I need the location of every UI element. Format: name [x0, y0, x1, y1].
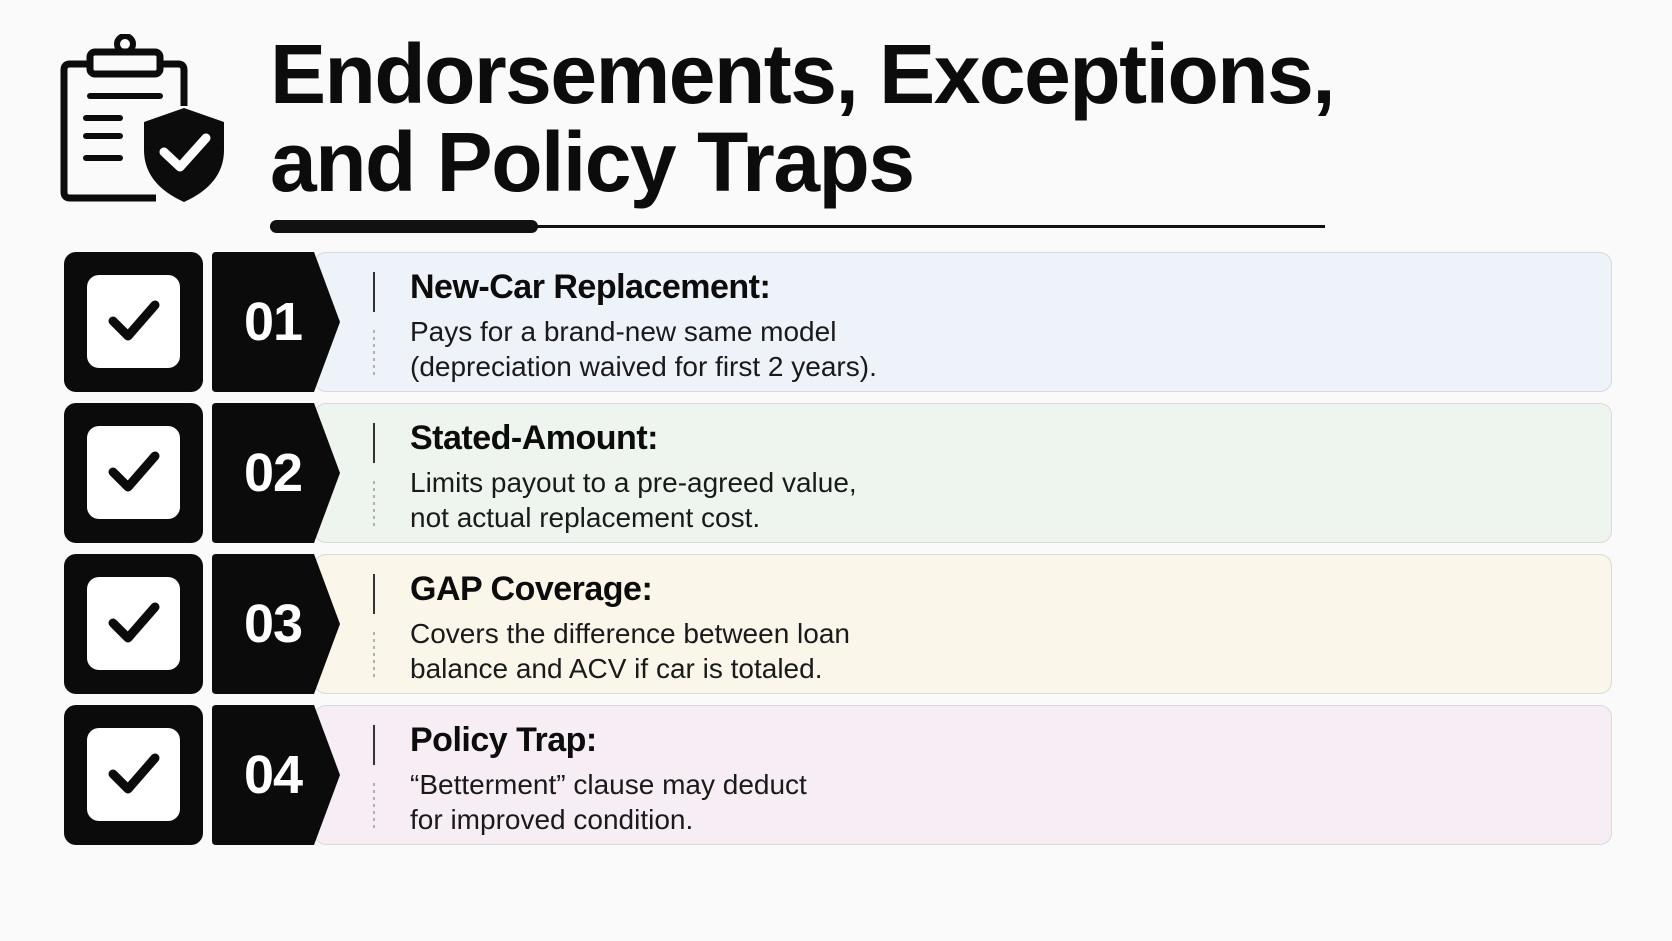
item-description-line-2: balance and ACV if car is totaled. — [410, 653, 823, 684]
list-item-policy-trap: 04 Policy Trap: “Betterment” clause may … — [64, 705, 1612, 845]
icon-badge: $ — [1376, 403, 1552, 541]
item-description: “Betterment” clause may deduct for impro… — [410, 767, 1110, 837]
number-tag — [212, 403, 340, 543]
item-card — [314, 705, 1612, 845]
page-title-line-2: and Policy Traps — [270, 115, 915, 209]
item-card — [314, 554, 1612, 694]
icon-badge: $ — [1376, 554, 1552, 692]
item-number: 02 — [243, 443, 303, 503]
separator — [373, 574, 375, 678]
item-title: GAP Coverage: — [410, 570, 653, 608]
title-underline-thin — [270, 225, 1325, 228]
icon-badge — [1376, 705, 1552, 843]
item-number: 04 — [243, 745, 303, 805]
checkmark-icon — [87, 577, 180, 670]
item-card — [314, 252, 1612, 392]
item-description-line-2: for improved condition. — [410, 804, 694, 835]
item-description-line-1: Covers the difference between loan — [410, 618, 850, 649]
item-description: Pays for a brand-new same model (depreci… — [410, 314, 1110, 384]
checkmark-icon — [87, 426, 180, 519]
checkbox[interactable] — [64, 705, 203, 845]
title-underline-accent — [270, 220, 538, 233]
item-title: New-Car Replacement: — [410, 268, 771, 306]
checkbox[interactable] — [64, 403, 203, 543]
page-title-line-1: Endorsements, Exceptions, — [270, 27, 1336, 121]
icon-badge — [1376, 252, 1552, 390]
item-title: Policy Trap: — [410, 721, 597, 759]
separator — [373, 423, 375, 527]
item-description-line-1: Limits payout to a pre-agreed value, — [410, 467, 857, 498]
number-tag — [212, 554, 340, 694]
list-item-gap-coverage: 03 GAP Coverage: Covers the difference b… — [64, 554, 1612, 694]
item-title: Stated-Amount: — [410, 419, 658, 457]
item-description: Limits payout to a pre-agreed value, not… — [410, 465, 1110, 535]
number-tag — [212, 252, 340, 392]
item-description-line-1: Pays for a brand-new same model — [410, 316, 837, 347]
separator — [373, 725, 375, 829]
checkbox[interactable] — [64, 252, 203, 392]
item-description: Covers the difference between loan balan… — [410, 616, 1110, 686]
item-number: 01 — [243, 292, 303, 352]
clipboard-shield-check-icon — [60, 33, 230, 214]
item-number: 03 — [243, 594, 303, 654]
checkbox[interactable] — [64, 554, 203, 694]
checkmark-icon — [87, 275, 180, 368]
separator — [373, 272, 375, 376]
item-description-line-2: not actual replacement cost. — [410, 502, 761, 533]
item-description-line-2: (depreciation waived for first 2 years). — [410, 351, 877, 382]
list-item-new-car-replacement: 01 New-Car Replacement: Pays for a brand… — [64, 252, 1612, 392]
list-item-stated-amount: 02 Stated-Amount: Limits payout to a pre… — [64, 403, 1612, 543]
item-description-line-1: “Betterment” clause may deduct — [410, 769, 807, 800]
item-card — [314, 403, 1612, 543]
number-tag — [212, 705, 340, 845]
checkmark-icon — [87, 728, 180, 821]
page-title: Endorsements, Exceptions, and Policy Tra… — [270, 30, 1370, 206]
